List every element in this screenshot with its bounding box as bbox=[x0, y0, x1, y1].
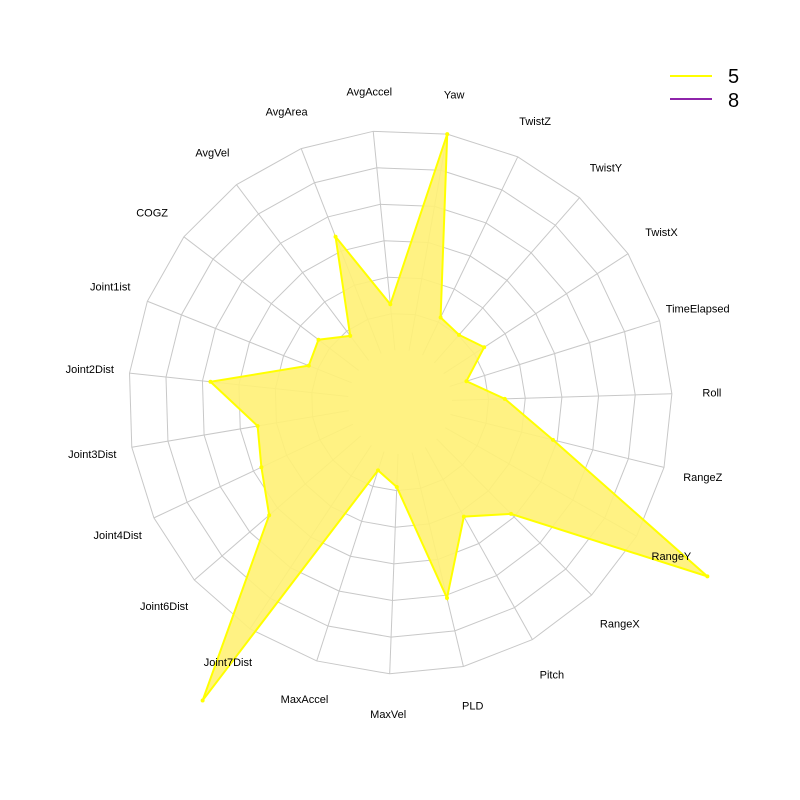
axis-label-rangex: RangeX bbox=[600, 619, 640, 631]
axis-label-joint7dist: Joint7Dist bbox=[204, 657, 252, 669]
spoke-maxvel bbox=[389, 453, 399, 674]
series-point-5-avgarea bbox=[333, 234, 338, 239]
axis-label-joint2dist: Joint2Dist bbox=[66, 364, 114, 376]
spoke-avgvel bbox=[236, 184, 370, 361]
series-point-5-yaw bbox=[445, 132, 450, 137]
series-point-5-pld bbox=[444, 596, 449, 601]
axis-label-pitch: Pitch bbox=[540, 670, 564, 682]
axis-label-yaw: Yaw bbox=[444, 90, 465, 102]
series-point-5-joint1ist bbox=[306, 363, 311, 368]
series-point-5-avgaccel bbox=[388, 302, 393, 307]
axis-label-twistx: TwistX bbox=[645, 227, 678, 239]
axis-label-twisty: TwistY bbox=[590, 163, 623, 175]
grid-ring-3 bbox=[238, 240, 563, 565]
legend-label-series-5: 5 bbox=[728, 66, 739, 88]
spoke-maxaccel bbox=[316, 451, 385, 662]
axis-label-rangez: RangeZ bbox=[683, 472, 722, 484]
grid-ring-4 bbox=[201, 203, 600, 602]
series-point-5-twistz bbox=[438, 315, 443, 320]
series-point-5-maxaccel bbox=[376, 468, 381, 473]
axis-label-maxaccel: MaxAccel bbox=[281, 694, 329, 706]
axis-label-joint3dist: Joint3Dist bbox=[68, 449, 116, 461]
axis-labels: Yaw TwistZ TwistY TwistX TimeElapsed Roll Rang… bbox=[66, 87, 730, 721]
series-area-5 bbox=[201, 133, 709, 702]
grid-ring-6 bbox=[129, 130, 673, 675]
legend-label-series-8: 8 bbox=[728, 90, 739, 112]
series-point-5-twistx bbox=[482, 345, 487, 350]
series-point-5-roll bbox=[502, 396, 507, 401]
radar-series-layer bbox=[200, 132, 710, 703]
grid-ring-2 bbox=[274, 276, 526, 528]
axis-label-pld: PLD bbox=[462, 700, 483, 712]
grid-ring-5 bbox=[165, 167, 636, 638]
axis-label-rangey: RangeY bbox=[652, 551, 692, 563]
series-point-5-joint6dist bbox=[267, 513, 272, 518]
axis-label-joint1ist: Joint1ist bbox=[90, 281, 130, 293]
legend: 5 8 bbox=[670, 66, 739, 112]
axis-label-twistz: TwistZ bbox=[519, 116, 551, 128]
axis-label-maxvel: MaxVel bbox=[370, 709, 406, 721]
axis-label-cogz: COGZ bbox=[136, 208, 168, 220]
axis-label-roll: Roll bbox=[702, 388, 721, 400]
axis-label-avgarea: AvgArea bbox=[266, 106, 309, 118]
series-point-5-joint2dist bbox=[208, 379, 213, 384]
series-point-5-maxvel bbox=[394, 484, 399, 489]
series-point-5-rangez bbox=[550, 437, 555, 442]
series-point-5-joint4dist bbox=[259, 465, 264, 470]
series-point-5-twisty bbox=[457, 332, 462, 337]
axis-label-joint4dist: Joint4Dist bbox=[94, 530, 142, 542]
series-point-5-joint3dist bbox=[255, 423, 260, 428]
spoke-timeelapsed bbox=[449, 320, 660, 387]
axis-label-timeelapsed: TimeElapsed bbox=[666, 304, 730, 316]
axis-label-avgvel: AvgVel bbox=[195, 148, 229, 160]
series-point-5-rangex bbox=[509, 511, 514, 516]
series-point-5-joint7dist bbox=[200, 698, 205, 703]
series-point-5-avgvel bbox=[348, 333, 353, 338]
series-point-5-cogz bbox=[316, 337, 321, 342]
series-point-5-timeelapsed bbox=[464, 379, 469, 384]
series-point-5-rangey bbox=[705, 574, 710, 579]
series-point-5-pitch bbox=[461, 514, 466, 519]
axis-label-avgaccel: AvgAccel bbox=[346, 87, 392, 99]
axis-label-joint6dist: Joint6Dist bbox=[140, 601, 188, 613]
